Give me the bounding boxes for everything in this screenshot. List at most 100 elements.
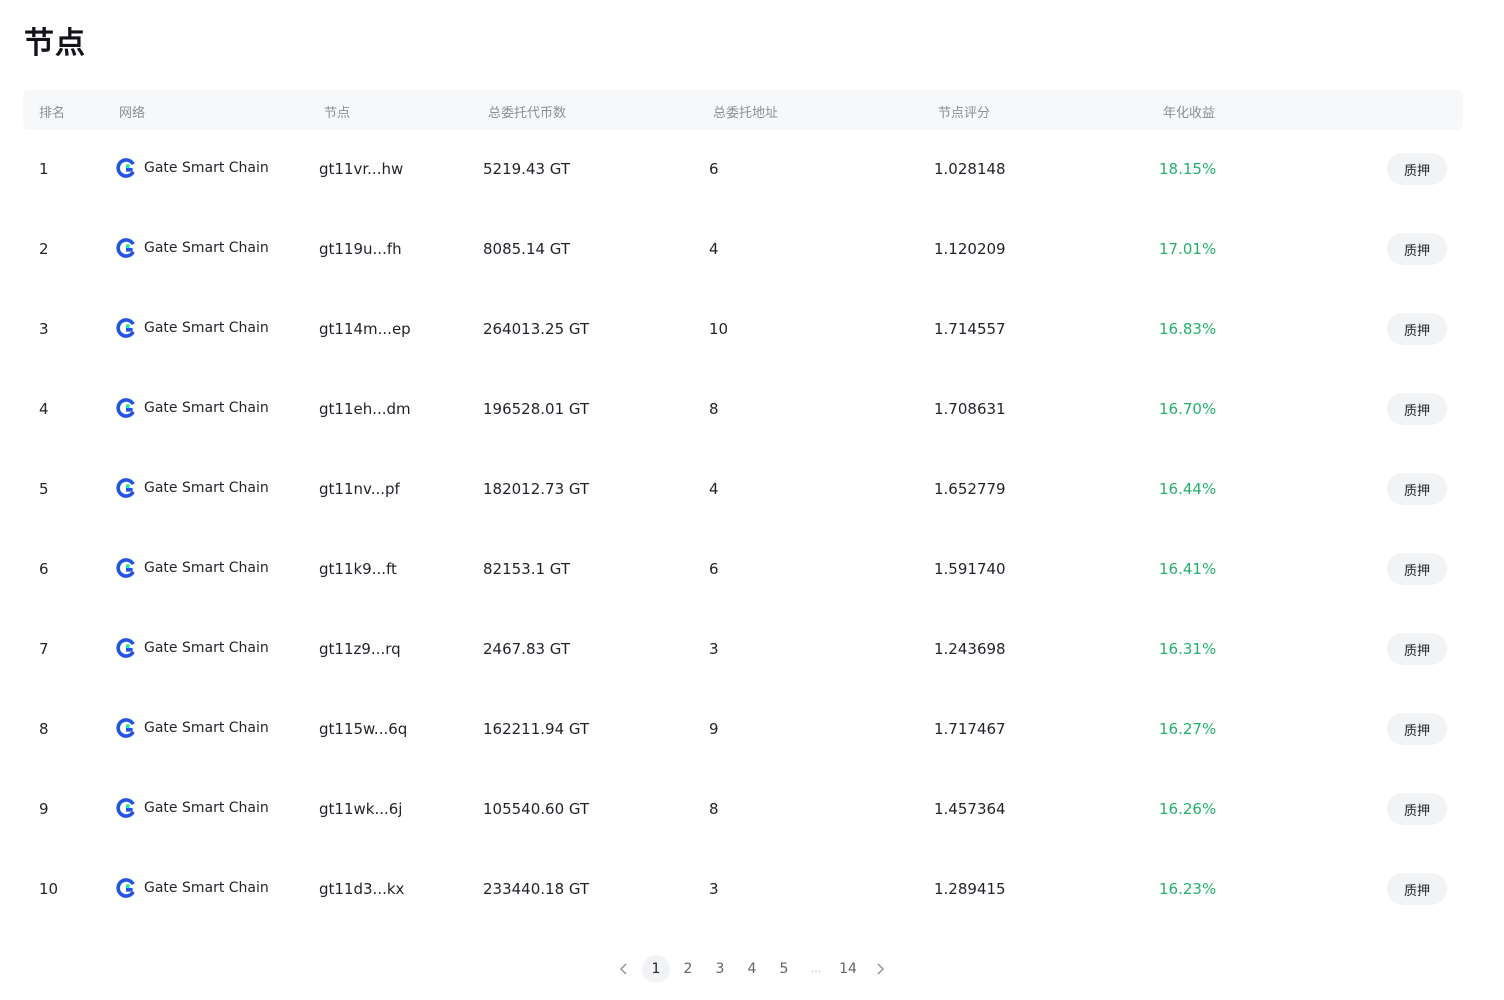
- total-delegated-cell: 233440.18 GT: [483, 880, 590, 898]
- page-button-3[interactable]: 3: [715, 961, 725, 977]
- delegator-count-cell: 10: [709, 320, 729, 338]
- rank-cell: 4: [39, 400, 49, 418]
- gate-chain-logo-icon: [116, 638, 136, 658]
- column-header-rank: 排名: [39, 106, 66, 121]
- delegator-count-cell: 6: [709, 160, 719, 178]
- network-cell: Gate Smart Chain: [116, 318, 269, 338]
- rank-cell: 9: [39, 800, 49, 818]
- total-delegated-cell: 196528.01 GT: [483, 400, 590, 418]
- network-name: Gate Smart Chain: [144, 320, 269, 336]
- rank-cell: 2: [39, 240, 49, 258]
- gate-chain-logo-icon: [116, 718, 136, 738]
- network-cell: Gate Smart Chain: [116, 718, 269, 738]
- network-cell: Gate Smart Chain: [116, 798, 269, 818]
- nodes-table: 排名 网络 节点 总委托代币数 总委托地址 节点评分 年化收益 1 Gate Sm…: [23, 90, 1463, 930]
- delegator-count-cell: 4: [709, 240, 719, 258]
- table-row: 5 Gate Smart Chain gt11nv...pf 182012.73 GT…: [23, 450, 1463, 530]
- gate-chain-logo-icon: [116, 478, 136, 498]
- network-name: Gate Smart Chain: [144, 240, 269, 256]
- page-button-1[interactable]: 1: [642, 955, 670, 983]
- table-row: 3 Gate Smart Chain gt114m...ep 264013.25 GT…: [23, 290, 1463, 370]
- node-address-cell: gt11eh...dm: [319, 400, 411, 418]
- node-score-cell: 1.457364: [934, 800, 1006, 818]
- gate-chain-logo-icon: [116, 238, 136, 258]
- apr-cell: 16.23%: [1159, 880, 1217, 898]
- stake-button[interactable]: 质押: [1387, 713, 1447, 745]
- delegator-count-cell: 9: [709, 720, 719, 738]
- stake-button[interactable]: 质押: [1387, 553, 1447, 585]
- table-body: 1 Gate Smart Chain gt11vr...hw 5219.43 GT 6 1…: [23, 130, 1463, 930]
- node-address-cell: gt119u...fh: [319, 240, 402, 258]
- network-name: Gate Smart Chain: [144, 560, 269, 576]
- network-name: Gate Smart Chain: [144, 160, 269, 176]
- rank-cell: 3: [39, 320, 49, 338]
- network-name: Gate Smart Chain: [144, 400, 269, 416]
- table-row: 9 Gate Smart Chain gt11wk...6j 105540.60 GT…: [23, 770, 1463, 850]
- stake-button[interactable]: 质押: [1387, 633, 1447, 665]
- node-address-cell: gt11k9...ft: [319, 560, 397, 578]
- network-cell: Gate Smart Chain: [116, 238, 269, 258]
- gate-chain-logo-icon: [116, 558, 136, 578]
- stake-button[interactable]: 质押: [1387, 473, 1447, 505]
- total-delegated-cell: 5219.43 GT: [483, 160, 571, 178]
- apr-cell: 16.31%: [1159, 640, 1217, 658]
- table-row: 2 Gate Smart Chain gt119u...fh 8085.14 GT 4 1…: [23, 210, 1463, 290]
- page-ellipsis: ...: [810, 962, 822, 975]
- node-score-cell: 1.714557: [934, 320, 1006, 338]
- page-button-4[interactable]: 4: [747, 961, 757, 977]
- chevron-left-icon[interactable]: [610, 955, 638, 983]
- node-score-cell: 1.591740: [934, 560, 1006, 578]
- apr-cell: 16.70%: [1159, 400, 1217, 418]
- apr-cell: 18.15%: [1159, 160, 1217, 178]
- node-address-cell: gt11d3...kx: [319, 880, 405, 898]
- stake-button[interactable]: 质押: [1387, 793, 1447, 825]
- node-address-cell: gt11nv...pf: [319, 480, 400, 498]
- stake-button[interactable]: 质押: [1387, 873, 1447, 905]
- network-name: Gate Smart Chain: [144, 640, 269, 656]
- delegator-count-cell: 4: [709, 480, 719, 498]
- pagination: 1 2 3 4 5 ... 14: [0, 955, 1504, 983]
- total-delegated-cell: 105540.60 GT: [483, 800, 590, 818]
- gate-chain-logo-icon: [116, 158, 136, 178]
- node-address-cell: gt11wk...6j: [319, 800, 403, 818]
- total-delegated-cell: 264013.25 GT: [483, 320, 590, 338]
- page-button-5[interactable]: 5: [779, 961, 789, 977]
- network-cell: Gate Smart Chain: [116, 558, 269, 578]
- network-name: Gate Smart Chain: [144, 800, 269, 816]
- node-score-cell: 1.243698: [934, 640, 1006, 658]
- node-score-cell: 1.120209: [934, 240, 1006, 258]
- stake-button[interactable]: 质押: [1387, 233, 1447, 265]
- column-header-delegator-count: 总委托地址: [713, 106, 779, 121]
- stake-button[interactable]: 质押: [1387, 393, 1447, 425]
- total-delegated-cell: 8085.14 GT: [483, 240, 571, 258]
- total-delegated-cell: 2467.83 GT: [483, 640, 571, 658]
- table-row: 7 Gate Smart Chain gt11z9...rq 2467.83 GT 3 1…: [23, 610, 1463, 690]
- delegator-count-cell: 8: [709, 400, 719, 418]
- apr-cell: 16.26%: [1159, 800, 1217, 818]
- table-row: 1 Gate Smart Chain gt11vr...hw 5219.43 GT 6 1…: [23, 130, 1463, 210]
- apr-cell: 17.01%: [1159, 240, 1217, 258]
- rank-cell: 10: [39, 880, 59, 898]
- rank-cell: 6: [39, 560, 49, 578]
- apr-cell: 16.27%: [1159, 720, 1217, 738]
- network-name: Gate Smart Chain: [144, 720, 269, 736]
- rank-cell: 8: [39, 720, 49, 738]
- stake-button[interactable]: 质押: [1387, 153, 1447, 185]
- gate-chain-logo-icon: [116, 398, 136, 418]
- page-title: 节点: [24, 26, 86, 61]
- node-score-cell: 1.652779: [934, 480, 1006, 498]
- page-button-2[interactable]: 2: [683, 961, 693, 977]
- node-address-cell: gt115w...6q: [319, 720, 408, 738]
- column-header-network: 网络: [119, 106, 146, 121]
- apr-cell: 16.41%: [1159, 560, 1217, 578]
- page-button-last[interactable]: 14: [839, 961, 857, 977]
- node-score-cell: 1.708631: [934, 400, 1006, 418]
- stake-button[interactable]: 质押: [1387, 313, 1447, 345]
- network-cell: Gate Smart Chain: [116, 158, 269, 178]
- apr-cell: 16.83%: [1159, 320, 1217, 338]
- node-address-cell: gt11vr...hw: [319, 160, 404, 178]
- network-name: Gate Smart Chain: [144, 880, 269, 896]
- network-cell: Gate Smart Chain: [116, 638, 269, 658]
- total-delegated-cell: 162211.94 GT: [483, 720, 590, 738]
- chevron-right-icon[interactable]: [866, 955, 894, 983]
